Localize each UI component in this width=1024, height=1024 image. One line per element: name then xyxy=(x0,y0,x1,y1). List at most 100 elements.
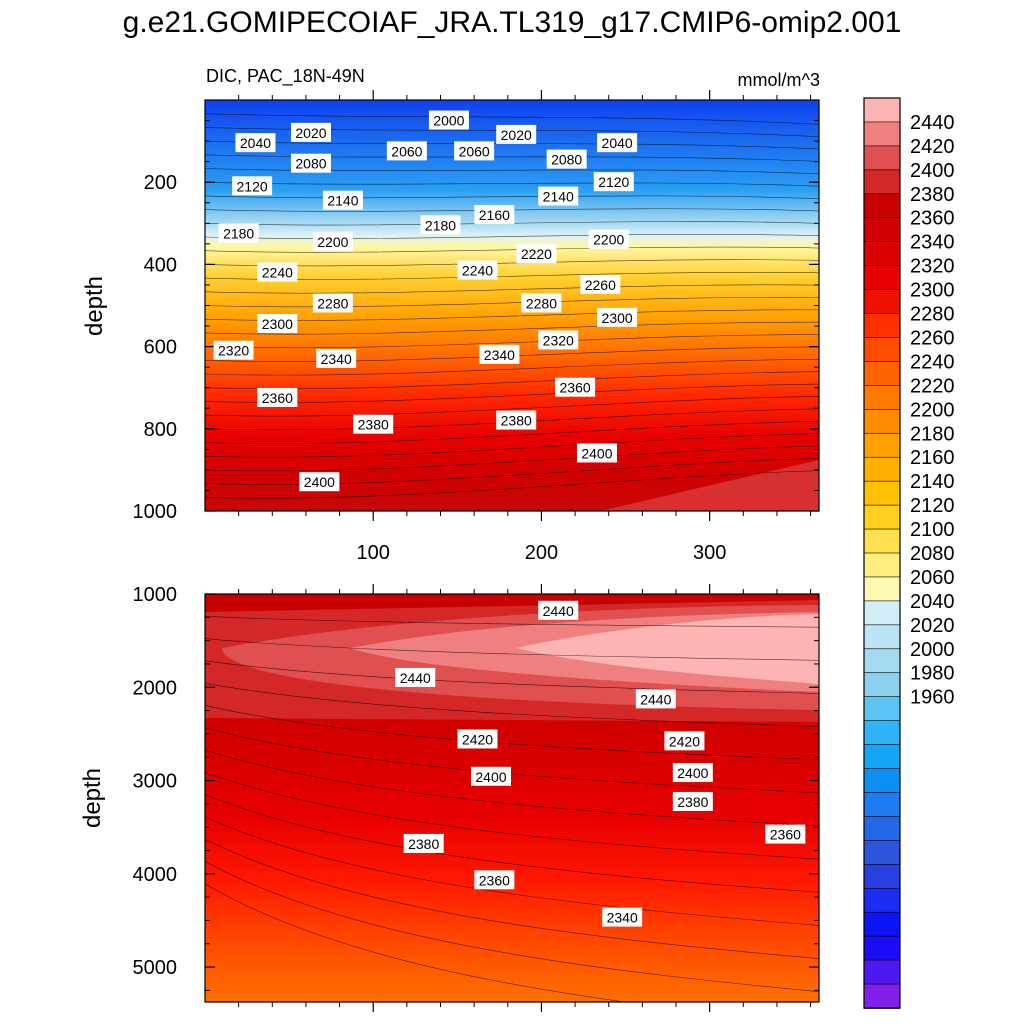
contour-label-box xyxy=(470,766,511,786)
contour-label-text: 2280 xyxy=(526,295,557,311)
colorbar-swatch xyxy=(863,696,901,722)
contour-label-box xyxy=(635,689,676,709)
colorbar-swatch xyxy=(863,840,901,866)
y-tick-label: 1000 xyxy=(133,584,178,606)
y-tick-label: 200 xyxy=(144,172,177,194)
y-tick-label: 800 xyxy=(144,419,177,441)
contour-label-text: 2360 xyxy=(560,380,591,396)
contour-label-box xyxy=(290,122,331,142)
colorbar-swatch xyxy=(863,768,901,794)
contour-line xyxy=(205,883,628,1002)
contour-label-text: 2340 xyxy=(321,351,352,367)
contour-label-text: 2020 xyxy=(501,127,532,143)
contour-label: 2120 xyxy=(593,172,634,192)
contour-label-text: 2180 xyxy=(223,226,254,242)
contour-label: 2260 xyxy=(580,274,621,294)
contour-label-box xyxy=(257,387,298,407)
colorbar-swatch xyxy=(863,121,901,147)
y-tick-label: 3000 xyxy=(133,771,178,793)
colorbar-swatch xyxy=(863,361,901,387)
contour-label: 2200 xyxy=(588,229,629,249)
contour-label: 2040 xyxy=(597,133,638,153)
colorbar-swatch xyxy=(863,720,901,746)
colorbar-swatch xyxy=(863,456,901,482)
colorbar-swatch xyxy=(863,241,901,267)
contour-label: 2440 xyxy=(538,600,579,620)
contour-label-box xyxy=(218,223,259,243)
contour-label: 2380 xyxy=(672,791,713,811)
x-tick-label: 200 xyxy=(525,542,558,564)
upper-ylabel: depth xyxy=(81,276,108,336)
contour-label: 2360 xyxy=(765,824,806,844)
colorbar-swatch xyxy=(863,959,901,985)
contour-label: 2360 xyxy=(555,377,596,397)
contour-label: 2060 xyxy=(386,141,427,161)
colorbar-swatch xyxy=(863,552,901,578)
contour-label-text: 2200 xyxy=(593,232,624,248)
axes-layer: 200 400 600 800 1000 100 200 300 1000 2000 3000 400… xyxy=(133,90,819,1012)
contour-label-text: 2440 xyxy=(400,670,431,686)
contour-label: 2440 xyxy=(395,667,436,687)
y-tick-label: 1000 xyxy=(133,501,178,523)
contour-label-box xyxy=(672,791,713,811)
contour-label-box xyxy=(580,274,621,294)
contour-label: 2320 xyxy=(213,340,254,360)
contour-label: 2400 xyxy=(470,766,511,786)
contour-label-box xyxy=(576,443,617,463)
colorbar-tick-label: 2020 xyxy=(910,615,955,637)
contour-label-box xyxy=(474,205,515,225)
colorbar-swatch xyxy=(863,816,901,842)
contour-label: 2160 xyxy=(474,205,515,225)
contour-label-box xyxy=(555,377,596,397)
contour-line xyxy=(205,168,819,175)
colorbar-tick-label: 2160 xyxy=(910,447,955,469)
colorbar-swatch xyxy=(863,432,901,459)
contour-line xyxy=(205,359,819,376)
contour-label-box xyxy=(521,293,562,313)
contour-label-box xyxy=(312,231,353,251)
contour-label-text: 2380 xyxy=(358,417,389,433)
contour-label-box xyxy=(496,410,537,430)
contour-label-text: 2040 xyxy=(240,135,271,151)
contour-label: 2020 xyxy=(496,124,537,144)
colorbar-swatch xyxy=(863,480,901,506)
contour-label-text: 2140 xyxy=(543,189,574,205)
contour-line xyxy=(205,838,819,959)
colorbar-swatch xyxy=(863,289,901,315)
contour-label: 2000 xyxy=(428,110,469,130)
colorbar-swatch xyxy=(863,887,901,914)
contour-label: 2140 xyxy=(538,186,579,206)
colorbar-tick-label: 2140 xyxy=(910,471,955,493)
colorbar-swatch xyxy=(863,409,901,435)
contour-label: 2140 xyxy=(322,190,363,210)
contour-label-box xyxy=(538,186,579,206)
contour-label-box xyxy=(312,293,353,313)
contour-label-box xyxy=(479,344,520,364)
colorbar-tick-label: 2200 xyxy=(910,399,955,421)
variable-label: DIC, PAC_18N-49N xyxy=(206,66,365,86)
contour-label-box xyxy=(593,172,634,192)
contour-line xyxy=(205,396,819,417)
colorbar-swatch xyxy=(863,313,901,339)
contour-label: 2120 xyxy=(232,176,273,196)
contour-label-box xyxy=(322,190,363,210)
contour-label: 2060 xyxy=(454,141,495,161)
contour-label-box xyxy=(597,133,638,153)
contour-line xyxy=(205,113,819,125)
contour-label-text: 2180 xyxy=(425,217,456,233)
contour-line xyxy=(205,772,819,860)
colorbar-swatch xyxy=(863,337,901,363)
contour-line xyxy=(205,457,819,485)
contour-label: 2300 xyxy=(257,313,298,333)
contour-label-text: 2080 xyxy=(551,152,582,168)
contour-label: 2200 xyxy=(312,231,353,251)
contour-label-box xyxy=(765,824,806,844)
contour-label-text: 2320 xyxy=(218,343,249,359)
contour-label: 2340 xyxy=(316,348,357,368)
contour-label-text: 2400 xyxy=(475,769,506,785)
colorbar-swatch xyxy=(863,600,901,626)
contour-label-text: 2440 xyxy=(640,691,671,707)
contour-label-box xyxy=(602,907,643,927)
contour-line xyxy=(205,334,819,349)
contour-line xyxy=(205,234,819,239)
